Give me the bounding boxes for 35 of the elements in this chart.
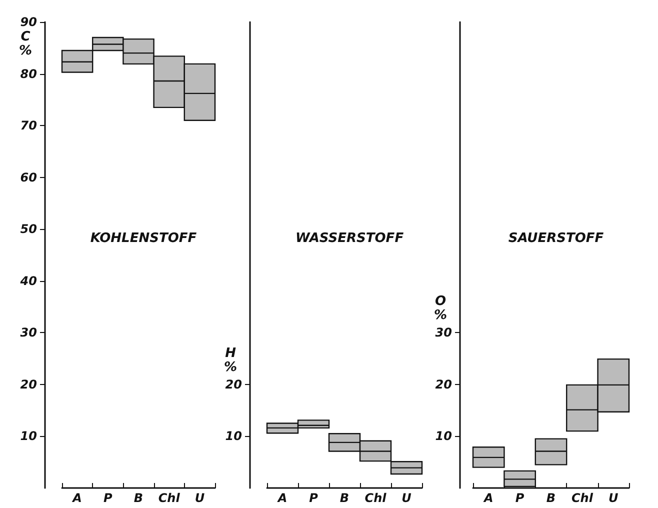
x-tick-label: P — [104, 491, 112, 505]
y-axis-title: O % — [434, 294, 448, 324]
x-tick-label: A — [276, 491, 288, 505]
y-tick-label: 30 — [20, 326, 37, 340]
y-axis-title: H % — [224, 346, 238, 375]
y-tick-label: 70 — [20, 118, 37, 133]
y-tick-label: 50 — [20, 222, 37, 236]
x-tick-label: P — [309, 491, 318, 505]
x-tick-label: B — [134, 491, 144, 505]
y-tick-label: 40 — [19, 274, 37, 288]
y-tick-label: 20 — [20, 377, 37, 392]
x-tick-label: Chl — [364, 491, 388, 505]
x-tick-label: U — [608, 491, 619, 505]
y-axis-title: C % — [18, 30, 32, 58]
y-tick-label: 80 — [20, 66, 37, 81]
x-tick-label: P — [515, 491, 524, 505]
x-tick-label: B — [546, 491, 556, 505]
y-tick-label: 30 — [435, 326, 452, 340]
text: WASSERSTOFF — [295, 231, 404, 246]
x-tick-label: B — [340, 491, 350, 505]
text: KOHLENSTOFF — [90, 231, 197, 246]
y-tick-label: 20 — [225, 377, 242, 392]
y-tick-label: 60 — [20, 170, 37, 184]
y-tick-label: 10 — [225, 429, 242, 444]
y-tick-label: 10 — [435, 429, 452, 444]
x-tick-label: U — [194, 491, 205, 505]
y-tick-label: 90 — [20, 15, 37, 29]
x-tick-label: Chl — [571, 491, 594, 505]
x-tick-label: U — [402, 491, 412, 505]
x-tick-label: A — [72, 491, 82, 505]
x-tick-label: Chl — [158, 491, 181, 505]
y-tick-label: 10 — [20, 429, 37, 444]
x-tick-label: A — [482, 491, 494, 505]
text: SAUERSTOFF — [508, 231, 604, 246]
y-tick-label: 20 — [435, 377, 452, 392]
